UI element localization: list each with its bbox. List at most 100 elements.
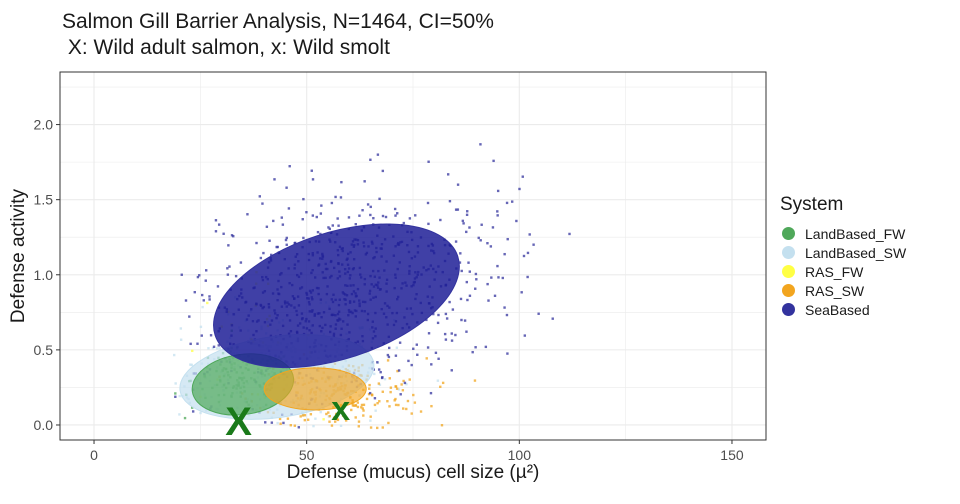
data-point xyxy=(365,397,369,401)
data-point xyxy=(474,272,478,276)
data-point xyxy=(270,421,274,424)
data-point xyxy=(425,357,428,360)
data-point xyxy=(368,391,372,395)
data-point xyxy=(427,160,430,163)
data-point xyxy=(415,343,419,346)
data-point xyxy=(402,379,405,383)
data-point xyxy=(393,207,397,211)
panel-border xyxy=(59,71,767,441)
data-point xyxy=(255,241,258,245)
data-point xyxy=(360,406,363,409)
y-tick-label: 0.5 xyxy=(34,342,54,358)
data-point xyxy=(466,210,469,213)
data-point xyxy=(339,424,343,427)
data-point xyxy=(430,363,433,366)
y-tick-label: 0.0 xyxy=(34,417,54,433)
confidence-ellipses xyxy=(179,223,460,420)
data-point xyxy=(381,169,385,173)
data-point xyxy=(311,178,315,181)
data-point xyxy=(551,317,554,320)
data-point xyxy=(316,230,320,234)
data-point xyxy=(347,216,351,219)
data-point xyxy=(510,200,514,203)
data-point xyxy=(403,381,407,385)
data-point xyxy=(459,297,463,301)
data-point xyxy=(214,219,218,222)
data-point xyxy=(419,410,423,413)
data-point xyxy=(246,213,249,216)
data-point xyxy=(332,416,336,420)
data-point xyxy=(330,424,334,427)
data-point xyxy=(360,403,364,407)
data-point xyxy=(217,223,221,226)
data-point xyxy=(174,382,177,385)
data-point xyxy=(179,338,183,341)
data-point xyxy=(226,267,229,270)
data-point xyxy=(458,261,462,264)
data-point xyxy=(301,414,305,417)
data-point xyxy=(216,285,220,288)
data-point xyxy=(325,412,328,416)
data-point xyxy=(281,223,285,226)
data-point xyxy=(450,339,454,342)
legend-item: LandBased_FW xyxy=(780,224,906,243)
data-point xyxy=(362,403,366,407)
data-point xyxy=(227,244,230,247)
data-point xyxy=(378,383,382,386)
data-point xyxy=(496,210,499,213)
data-point xyxy=(386,359,390,362)
data-point xyxy=(363,180,366,183)
data-point xyxy=(381,214,385,218)
data-point xyxy=(265,225,269,228)
data-point xyxy=(287,207,291,210)
data-point xyxy=(426,201,430,205)
legend: System LandBased_FW LandBased_SW RAS_FW RAS… xyxy=(780,194,906,319)
data-point xyxy=(568,232,571,236)
data-point xyxy=(334,195,337,199)
data-point xyxy=(467,261,470,264)
x-tick-label: 150 xyxy=(720,447,744,463)
data-point xyxy=(468,270,471,273)
data-point xyxy=(357,425,360,428)
data-point xyxy=(286,417,290,420)
data-point xyxy=(189,363,192,366)
data-point xyxy=(358,214,361,217)
data-point xyxy=(278,417,282,421)
data-point xyxy=(487,299,490,302)
data-point xyxy=(412,347,415,350)
data-point xyxy=(437,357,440,360)
data-point xyxy=(402,221,406,225)
data-point xyxy=(208,298,211,301)
data-point xyxy=(196,275,200,279)
data-point xyxy=(190,406,194,409)
data-point xyxy=(522,254,526,258)
data-point xyxy=(413,401,417,404)
data-point xyxy=(456,183,460,186)
data-point xyxy=(299,415,302,418)
data-point xyxy=(477,236,480,240)
data-point xyxy=(465,213,469,217)
data-point xyxy=(394,214,397,217)
data-point xyxy=(330,201,334,205)
data-point xyxy=(199,325,203,329)
data-point xyxy=(394,397,397,401)
data-point xyxy=(441,381,445,385)
data-point xyxy=(397,388,401,391)
data-point xyxy=(376,361,379,364)
data-point xyxy=(414,214,417,217)
axis-ticks: 0 50 100 150 0.0 0.5 1.0 1.5 2.0 xyxy=(34,117,744,463)
data-point xyxy=(302,197,305,201)
data-point xyxy=(356,405,360,409)
data-point xyxy=(395,387,399,390)
data-point xyxy=(454,333,457,337)
data-point xyxy=(401,389,405,392)
data-point xyxy=(486,282,489,286)
data-point xyxy=(378,400,381,403)
data-point xyxy=(178,413,181,416)
legend-item: LandBased_SW xyxy=(780,243,906,262)
data-point xyxy=(293,424,297,427)
data-point xyxy=(401,407,405,410)
data-point xyxy=(362,414,365,417)
data-point xyxy=(440,424,444,427)
